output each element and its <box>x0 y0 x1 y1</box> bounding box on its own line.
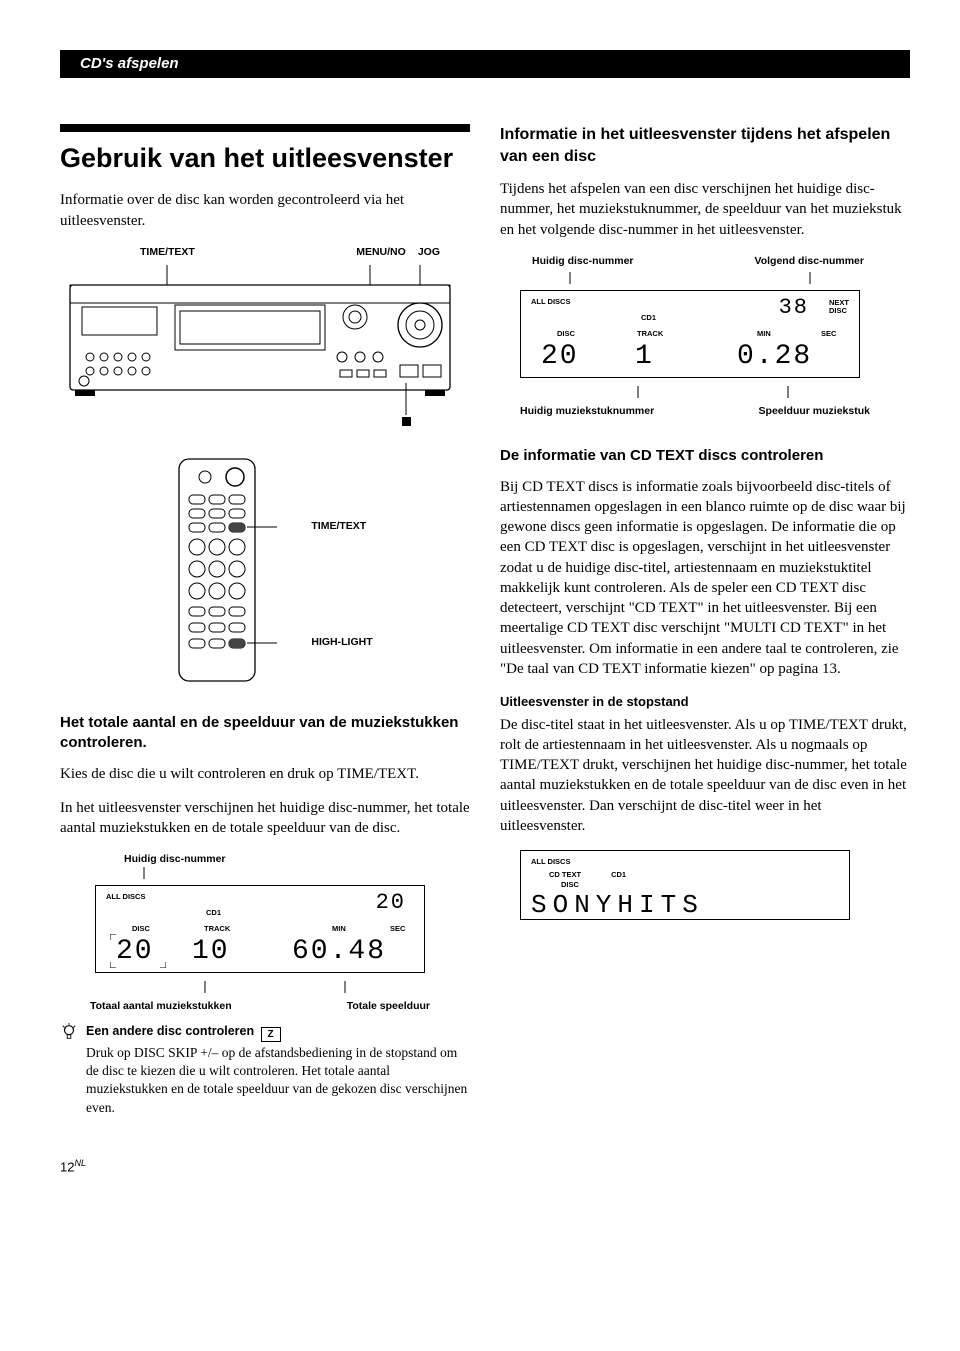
remote-callout-highlight: HIGH-LIGHT <box>311 635 372 649</box>
disp1-bot-l: Totaal aantal muziekstukken <box>90 999 232 1013</box>
tip-lightbulb-icon <box>60 1023 78 1041</box>
disp1-sec-lbl: SEC <box>390 924 405 934</box>
disp3-cdtext: CD TEXT <box>549 870 581 880</box>
disp2-track-lbl: TRACK <box>637 329 663 339</box>
disp2-disc: 20 <box>541 343 579 371</box>
section-header: CD's afspelen <box>60 50 910 78</box>
title-rule <box>60 124 470 132</box>
display-text: ALL DISCS CD TEXT CD1 DISC SONYHITS <box>520 850 850 920</box>
section-title: CD's afspelen <box>80 54 179 74</box>
cd-player-illustration <box>60 265 460 435</box>
sub1-heading: Het totale aantal en de speelduur van de… <box>60 713 470 754</box>
disp1-time: 60.48 <box>292 938 386 966</box>
remote-illustration <box>157 455 277 685</box>
disp3-cd1: CD1 <box>611 870 626 880</box>
display-total: ALL DISCS CD1 DISC TRACK MIN SEC 20 20 1… <box>95 885 425 973</box>
tip-body: Druk op DISC SKIP +/– op de afstandsbedi… <box>86 1044 470 1117</box>
disp2-top-l: Huidig disc-nummer <box>532 254 634 268</box>
sub1-p1: Kies de disc die u wilt controleren en d… <box>60 764 470 784</box>
disp1-all: ALL DISCS <box>106 892 145 902</box>
disp2-bot-r: Speelduur muziekstuk <box>759 404 870 418</box>
disp2-bot-l: Huidig muziekstuknummer <box>520 404 654 418</box>
left-column: Gebruik van het uitleesvenster Informati… <box>60 124 470 1117</box>
intro-para: Informatie over de disc kan worden gecon… <box>60 190 470 231</box>
disp2-next-t2: DISC <box>829 307 849 315</box>
disp1-track: 10 <box>192 938 230 966</box>
disp3-all: ALL DISCS <box>531 857 839 867</box>
disp2-top-r: Volgend disc-nummer <box>755 254 865 268</box>
callout-time-text: TIME/TEXT <box>140 245 195 259</box>
disp2-sec-lbl: SEC <box>821 329 836 339</box>
h2-playback: Informatie in het uitleesvenster tijdens… <box>500 124 910 167</box>
page-title: Gebruik van het uitleesvenster <box>60 140 470 176</box>
disp1-min-lbl: MIN <box>332 924 346 934</box>
disp1-disc-lbl: DISC <box>132 924 150 934</box>
tip-block: Een andere disc controleren Z Druk op DI… <box>60 1023 470 1117</box>
player-figure: TIME/TEXT MENU/NO JOG <box>60 245 470 435</box>
disp2-cd1: CD1 <box>641 313 656 323</box>
h3-cdtext: De informatie van CD TEXT discs controle… <box>500 446 910 466</box>
remote-callout-time-text: TIME/TEXT <box>311 519 372 533</box>
disp1-top-label: Huidig disc-nummer <box>124 852 430 866</box>
p-cdtext: Bij CD TEXT discs is informatie zoals bi… <box>500 477 910 680</box>
page-num-value: 12 <box>60 1159 74 1174</box>
tip-title: Een andere disc controleren <box>86 1024 254 1038</box>
page-num-suffix: NL <box>74 1158 86 1168</box>
disp1-cd1: CD1 <box>206 908 221 918</box>
disp2-time: 0.28 <box>737 343 812 371</box>
disp2-track: 1 <box>635 343 654 371</box>
h4-stop: Uitleesvenster in de stopstand <box>500 693 910 711</box>
disp2-all: ALL DISCS <box>531 297 570 307</box>
player-callout-labels: TIME/TEXT MENU/NO JOG <box>60 245 470 265</box>
p-playback: Tijdens het afspelen van een disc versch… <box>500 179 910 240</box>
remote-figure: TIME/TEXT HIGH-LIGHT <box>60 455 470 685</box>
remote-card-icon: Z <box>261 1027 281 1042</box>
disp2-next: 38 <box>779 297 809 319</box>
disp3-text: SONYHITS <box>531 888 839 923</box>
callout-menu-no: MENU/NO <box>356 245 406 259</box>
disp2-min-lbl: MIN <box>757 329 771 339</box>
p-stop: De disc-titel staat in het uitleesvenste… <box>500 715 910 837</box>
disp2-disc-lbl: DISC <box>557 329 575 339</box>
disp1-rt: 20 <box>376 892 406 914</box>
sub1-p2: In het uitleesvenster verschijnen het hu… <box>60 798 470 839</box>
display-playing: ALL DISCS CD1 DISC TRACK MIN SEC 38 NEXT… <box>520 290 860 378</box>
page-number: 12NL <box>60 1157 910 1176</box>
right-column: Informatie in het uitleesvenster tijdens… <box>500 124 910 1117</box>
disp1-track-lbl: TRACK <box>204 924 230 934</box>
callout-jog: JOG <box>418 245 440 259</box>
disp1-bot-r: Totale speelduur <box>347 999 430 1013</box>
